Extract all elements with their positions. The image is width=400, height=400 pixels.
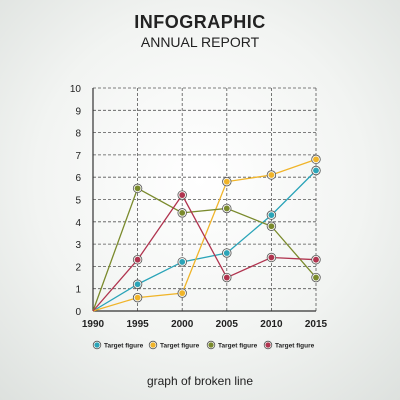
series-lines [92,158,317,312]
data-point-series-2-1995 [132,292,143,303]
data-point-series-4-2015 [311,255,321,265]
legend-label: Target figure [160,343,200,350]
data-point-dot [268,212,275,219]
y-tick-label-5: 5 [75,196,81,207]
data-point-dot [179,192,186,198]
legend-label: Target figure [218,343,258,350]
data-point-dot [134,281,141,288]
data-point-series-4-2010 [266,252,277,263]
y-tick-label-3: 3 [75,240,81,251]
y-tick-label-8: 8 [75,129,81,140]
data-point-dot [179,209,186,216]
data-point-series-1-1995 [132,279,143,289]
y-tick-label-1: 1 [75,285,81,296]
legend-item-1: Target figure [92,340,144,350]
data-point-dot [268,254,275,261]
data-point-series-2-2005 [222,176,232,187]
y-axis-tick-labels: 0 1 2 3 4 5 6 7 8 9 10 [70,84,82,318]
legend-item-2: Target figure [148,340,200,350]
data-point-dot [134,185,141,192]
data-point-dot [223,205,230,212]
data-point-dot [223,250,230,256]
x-axis-tick-labels: 1990 1995 2000 2005 2010 2015 [82,319,328,330]
x-tick-label-2010: 2010 [260,319,283,330]
data-point-series-3-2005 [222,203,232,214]
data-point-series-3-2000 [177,208,187,218]
y-tick-label-0: 0 [75,307,81,318]
y-tick-label-6: 6 [75,173,81,184]
data-point-series-4-2000 [177,190,187,200]
series-line-3 [92,187,317,312]
y-tick-label-9: 9 [75,106,81,117]
data-point-series-2-2015 [311,154,321,165]
data-point-dot [179,290,186,297]
data-point-series-3-2015 [311,272,321,283]
x-tick-label-1995: 1995 [126,319,149,330]
data-point-dot [179,259,186,265]
y-tick-label-4: 4 [75,218,81,229]
chart-legend: Target figure Target figure Target figure T… [92,340,315,350]
data-point-series-2-2000 [177,288,187,298]
annual-report-subtitle: ANNUAL REPORT [140,34,260,50]
data-point-series-1-2000 [177,257,187,267]
data-point-series-1-2010 [266,210,277,220]
legend-marker-dot [94,342,100,348]
data-point-dot [313,274,319,281]
data-point-dot [268,172,275,178]
data-point-dot [223,178,230,185]
data-point-dot [313,256,319,263]
y-tick-label-2: 2 [75,262,81,273]
data-point-series-1-2015 [311,165,321,176]
legend-label: Target figure [275,343,315,350]
data-point-dot [313,167,319,174]
x-tick-label-1990: 1990 [82,319,105,330]
data-point-dot [268,223,275,230]
x-tick-label-2015: 2015 [305,319,328,330]
legend-label: Target figure [104,343,144,350]
x-tick-label-2000: 2000 [171,319,194,330]
series-line-4 [92,193,317,312]
series-line-1 [92,170,317,312]
data-point-series-1-2005 [222,248,232,258]
x-tick-label-2005: 2005 [216,319,239,330]
legend-item-4: Target figure [263,340,315,350]
data-point-series-3-2010 [266,221,277,231]
data-point-series-2-2010 [266,170,277,180]
legend-marker-dot [208,342,214,348]
series-points [132,154,321,303]
data-point-series-4-1995 [132,255,143,265]
legend-item-3: Target figure [206,340,258,350]
data-point-series-3-1995 [132,183,143,194]
infographic-title: INFOGRAPHIC [134,12,266,32]
chart-caption: graph of broken line [146,374,254,388]
data-point-dot [313,156,319,163]
y-tick-label-7: 7 [75,151,81,162]
data-point-dot [134,294,141,301]
legend-marker-dot [265,342,271,348]
legend-marker-dot [150,342,156,348]
data-point-dot [134,256,141,263]
data-point-series-4-2005 [222,272,232,283]
y-tick-label-10: 10 [70,84,82,95]
chart-axes [92,88,316,312]
chart-grid [93,87,317,311]
data-point-dot [223,274,230,281]
